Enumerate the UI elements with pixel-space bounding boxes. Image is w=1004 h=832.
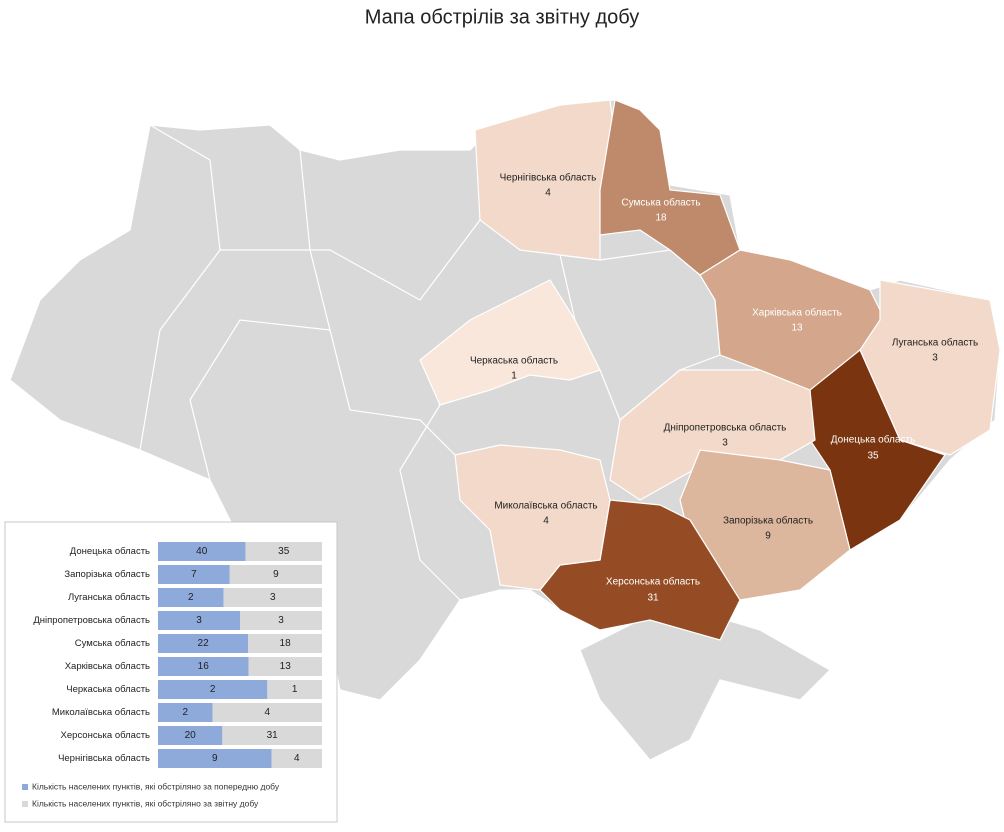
category-label: Миколаївська область [52,707,150,718]
legend-swatch [22,784,28,790]
bar-value-label: 2 [188,592,194,603]
bar-segment [158,634,249,653]
region-name: Черкаська область [470,355,558,367]
inset-chart: Донецька область 40 35 Запорізька область 7 9… [22,542,322,808]
region-name: Херсонська область [606,576,700,588]
region [679,449,851,601]
bar-segment [158,542,246,561]
region-value: 4 [545,188,551,199]
bar-value-label: 16 [198,661,210,672]
bar-value-label: 9 [212,753,218,764]
region-name: Дніпропетровська область [664,422,787,434]
region-name: Чернігівська область [500,172,597,184]
region-value: 13 [791,323,803,334]
region [609,369,816,501]
bar-segment [223,588,322,607]
bar-value-label: 22 [198,638,210,649]
bar-value-label: 31 [267,730,279,741]
region-value: 35 [867,451,879,462]
border [189,319,331,481]
region-name: Сумська область [621,197,700,209]
bar-value-label: 2 [183,707,189,718]
border [399,404,461,601]
region-value: 18 [655,213,667,224]
bar-value-label: 13 [280,661,292,672]
region [809,349,946,551]
bar-segment [158,749,272,768]
category-label: Запорізька область [64,569,150,580]
bar-segment [158,565,230,584]
bar-value-label: 20 [185,730,197,741]
category-label: Донецька область [70,546,150,557]
region-value: 3 [932,353,938,364]
region-value: 31 [647,593,659,604]
category-label: Луганська область [68,592,150,603]
bar-value-label: 4 [294,753,300,764]
bar-value-label: 3 [196,615,202,626]
bar-segment [158,588,224,607]
bar-segment [158,611,240,630]
region [419,279,601,406]
region-name: Донецька область [831,434,915,446]
bar-segment [245,542,322,561]
bar-segment [271,749,322,768]
region-value: 4 [543,516,549,527]
region [859,279,1001,456]
region-value: 3 [722,438,728,449]
bar-value-label: 3 [270,592,276,603]
bar-value-label: 2 [210,684,216,695]
title: Мапа обстрілів за звітну добу [365,6,640,28]
legend-label: Кількість населених пунктів, які обстріл… [32,798,259,808]
region-name: Харківська область [752,307,842,319]
region-labels: Чернігівська область 4 Сумська область 1… [470,172,978,604]
bar-segment [240,611,322,630]
region-name: Запорізька область [723,515,813,527]
bar-value-label: 35 [278,546,290,557]
region-value: 9 [765,531,771,542]
bar-value-label: 7 [191,569,197,580]
bar-segment [248,657,322,676]
bar-segment [158,726,223,745]
category-label: Чернігівська область [58,753,150,764]
bar-segment [222,726,322,745]
bar-value-label: 40 [196,546,208,557]
category-label: Черкаська область [66,684,150,695]
region-value: 1 [511,371,517,382]
bar-segment [158,680,268,699]
category-label: Херсонська область [61,730,151,741]
region-name: Луганська область [892,337,978,349]
bar-value-label: 4 [265,707,271,718]
bar-value-label: 3 [278,615,284,626]
bar-value-label: 9 [273,569,279,580]
border [299,149,456,456]
bar-value-label: 1 [292,684,298,695]
bar-segment [229,565,322,584]
region [454,444,611,591]
bar-segment [248,634,322,653]
border [220,219,481,301]
bar-segment [267,680,322,699]
category-label: Харківська область [65,661,150,672]
legend-label: Кількість населених пунктів, які обстріл… [32,781,280,791]
category-label: Дніпропетровська область [33,615,150,626]
legend-swatch [22,801,28,807]
bar-segment [212,703,322,722]
bar-segment [158,703,213,722]
bar-value-label: 18 [280,638,292,649]
category-label: Сумська область [75,638,150,649]
region-name: Миколаївська область [494,500,597,512]
bar-segment [158,657,249,676]
